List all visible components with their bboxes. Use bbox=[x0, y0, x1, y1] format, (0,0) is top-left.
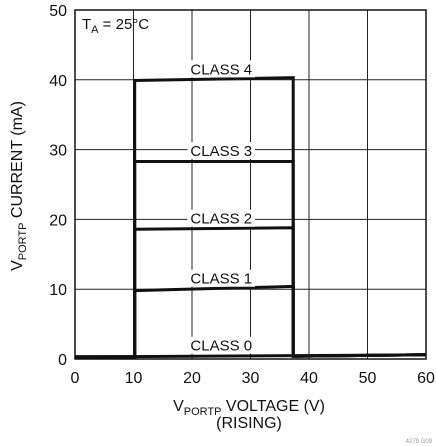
annotation-class-4: CLASS 4 bbox=[190, 61, 252, 78]
figure-number: 4279 G09 bbox=[406, 439, 433, 445]
x-tick-label: 0 bbox=[71, 370, 80, 387]
y-axis-title: VPORTP CURRENT (mA) bbox=[9, 101, 29, 271]
annotation-background bbox=[187, 269, 256, 287]
condition-main: T bbox=[82, 16, 91, 33]
series-lines bbox=[74, 76, 427, 359]
x-tick-label: 30 bbox=[242, 370, 260, 387]
x-tick-label: 10 bbox=[125, 370, 143, 387]
class-annotations: CLASS 4 CLASS 3 CLASS 2 CLASS 1 CLASS 0 bbox=[187, 60, 256, 355]
y-tick-label: 10 bbox=[49, 282, 67, 299]
x-tick-label: 20 bbox=[183, 370, 201, 387]
x-axis-title-sub: PORTP bbox=[184, 406, 222, 418]
x-axis-title-rest: VOLTAGE (V) bbox=[221, 398, 324, 415]
x-tick-labels: 0 10 20 30 40 50 60 bbox=[71, 370, 435, 387]
y-tick-label: 40 bbox=[49, 73, 67, 90]
plot-frame bbox=[74, 9, 427, 360]
condition-sub: A bbox=[91, 24, 99, 36]
y-tick-labels: 0 10 20 30 40 50 bbox=[49, 3, 67, 369]
y-axis-title-sub: PORTP bbox=[17, 223, 29, 261]
y-tick-label: 20 bbox=[49, 212, 67, 229]
y-tick-label: 30 bbox=[49, 143, 67, 160]
y-axis-title-main: V bbox=[9, 260, 26, 271]
annotation-class-0: CLASS 0 bbox=[190, 338, 252, 355]
condition-rest: = 25°C bbox=[99, 16, 150, 33]
x-tick-label: 50 bbox=[359, 370, 377, 387]
annotation-class-1: CLASS 1 bbox=[190, 271, 252, 288]
y-tick-label: 0 bbox=[58, 352, 67, 369]
x-axis-title: VPORTP VOLTAGE (V) bbox=[173, 398, 325, 418]
annotation-background bbox=[187, 141, 256, 159]
x-tick-label: 40 bbox=[300, 370, 318, 387]
condition-label: TA = 25°C bbox=[82, 16, 149, 36]
annotation-class-3: CLASS 3 bbox=[190, 143, 252, 160]
series-line-class-4 bbox=[75, 76, 427, 359]
x-axis-title-line2: (RISING) bbox=[216, 415, 282, 432]
annotation-background bbox=[187, 336, 256, 354]
x-axis-title-main: V bbox=[173, 398, 184, 415]
y-axis-title-rest: CURRENT (mA) bbox=[9, 101, 26, 222]
annotation-background bbox=[187, 60, 256, 78]
y-tick-label: 50 bbox=[49, 3, 67, 20]
annotation-class-2: CLASS 2 bbox=[190, 211, 252, 228]
annotation-background bbox=[187, 209, 256, 227]
x-tick-label: 60 bbox=[417, 370, 435, 387]
